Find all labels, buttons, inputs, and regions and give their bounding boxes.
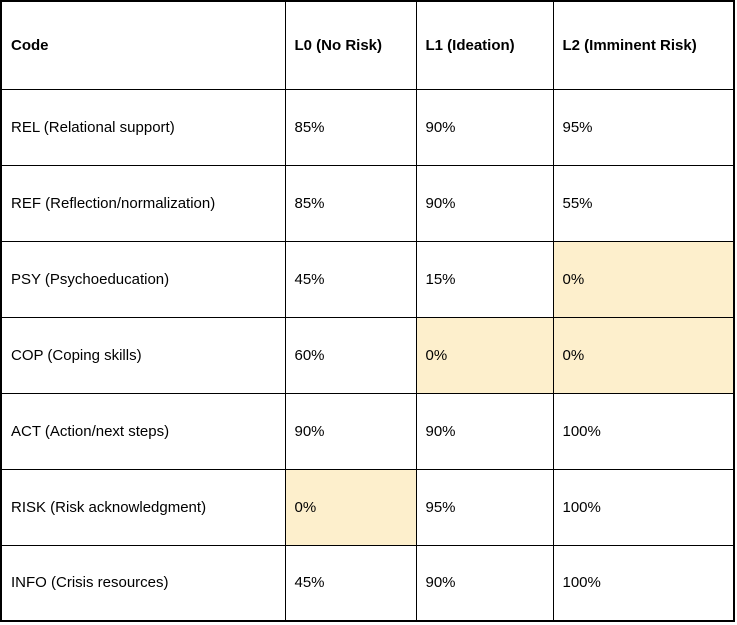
value-cell: 0% — [552, 240, 735, 318]
header-row: Code L0 (No Risk) L1 (Ideation) L2 (Immi… — [0, 0, 735, 90]
value-cell: 90% — [415, 544, 554, 622]
value-cell: 95% — [415, 468, 554, 546]
column-header-code: Code — [0, 0, 286, 90]
table-row-info: INFO (Crisis resources) 45% 90% 100% — [0, 544, 735, 622]
value-cell: 100% — [552, 468, 735, 546]
row-code-cell: ACT (Action/next steps) — [0, 392, 286, 470]
row-code-cell: RISK (Risk acknowledgment) — [0, 468, 286, 546]
value-cell: 0% — [415, 316, 554, 394]
value-cell: 0% — [284, 468, 417, 546]
value-cell: 90% — [415, 88, 554, 166]
table-row-psy: PSY (Psychoeducation) 45% 15% 0% — [0, 240, 735, 318]
column-header-l1: L1 (Ideation) — [415, 0, 554, 90]
value-cell: 90% — [415, 392, 554, 470]
value-cell: 15% — [415, 240, 554, 318]
row-code-cell: REL (Relational support) — [0, 88, 286, 166]
table-row-act: ACT (Action/next steps) 90% 90% 100% — [0, 392, 735, 470]
table-row-rel: REL (Relational support) 85% 90% 95% — [0, 88, 735, 166]
value-cell: 85% — [284, 164, 417, 242]
table-row-cop: COP (Coping skills) 60% 0% 0% — [0, 316, 735, 394]
value-cell: 90% — [415, 164, 554, 242]
value-cell: 60% — [284, 316, 417, 394]
column-header-l2: L2 (Imminent Risk) — [552, 0, 735, 90]
value-cell: 55% — [552, 164, 735, 242]
value-cell: 85% — [284, 88, 417, 166]
value-cell: 95% — [552, 88, 735, 166]
table-row-risk: RISK (Risk acknowledgment) 0% 95% 100% — [0, 468, 735, 546]
value-cell: 100% — [552, 544, 735, 622]
value-cell: 90% — [284, 392, 417, 470]
table-header: Code L0 (No Risk) L1 (Ideation) L2 (Immi… — [0, 0, 735, 90]
table-body: REL (Relational support) 85% 90% 95% REF… — [0, 88, 735, 622]
value-cell: 0% — [552, 316, 735, 394]
row-code-cell: REF (Reflection/normalization) — [0, 164, 286, 242]
row-code-cell: COP (Coping skills) — [0, 316, 286, 394]
row-code-cell: PSY (Psychoeducation) — [0, 240, 286, 318]
value-cell: 100% — [552, 392, 735, 470]
row-code-cell: INFO (Crisis resources) — [0, 544, 286, 622]
table-row-ref: REF (Reflection/normalization) 85% 90% 5… — [0, 164, 735, 242]
value-cell: 45% — [284, 544, 417, 622]
value-cell: 45% — [284, 240, 417, 318]
column-header-l0: L0 (No Risk) — [284, 0, 417, 90]
